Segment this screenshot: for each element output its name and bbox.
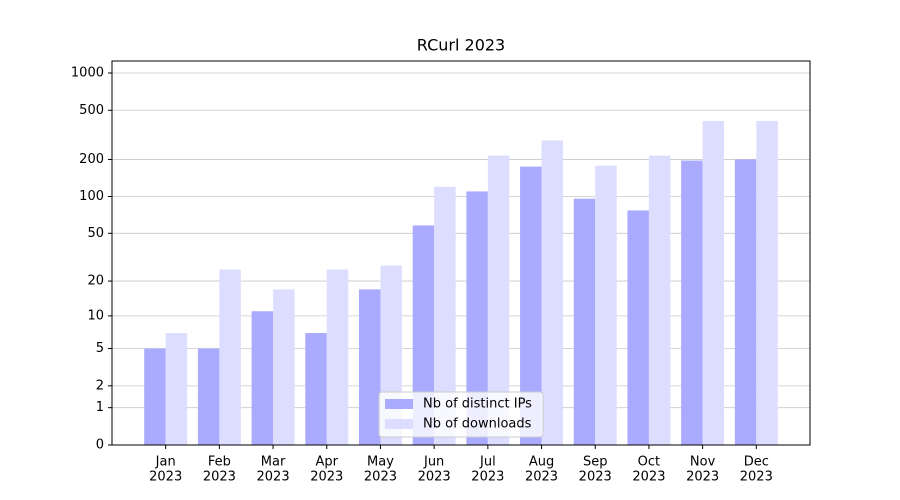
bar (520, 166, 542, 446)
x-tick-label: Jul (479, 455, 496, 470)
x-tick-label: Nov (690, 455, 716, 470)
bar (412, 225, 435, 445)
bar (541, 140, 564, 445)
bar (305, 333, 327, 445)
bar (358, 289, 381, 445)
bar (734, 159, 757, 445)
x-tick-label: Sep (583, 455, 608, 470)
legend-label: Nb of distinct IPs (423, 397, 532, 412)
bar (466, 191, 488, 445)
plot-frame (111, 60, 811, 446)
x-tick-label: Aug (529, 455, 554, 470)
legend-box (378, 391, 544, 438)
x-tick-label: 2023 (203, 470, 236, 485)
x-tick-label: 2023 (632, 470, 665, 485)
x-tick-label: Oct (638, 455, 660, 470)
x-tick-label: Dec (744, 455, 769, 470)
x-tick-label: Jan (155, 455, 176, 470)
y-tick-label: 1 (96, 400, 104, 415)
bar (595, 165, 617, 445)
y-tick-label: 2 (96, 378, 104, 393)
x-tick-label: Mar (261, 455, 286, 470)
chart-title: RCurl 2023 (417, 36, 505, 55)
legend-swatch (385, 399, 413, 409)
bar (434, 186, 456, 445)
bar (197, 348, 220, 445)
y-tick-label: 20 (87, 274, 104, 289)
bar (702, 120, 725, 445)
y-tick-label: 100 (79, 189, 104, 204)
bar (326, 269, 349, 445)
y-tick-label: 0 (96, 438, 104, 453)
x-tick-label: 2023 (686, 470, 719, 485)
bar (251, 311, 274, 445)
x-tick-label: May (367, 455, 394, 470)
bar (681, 160, 703, 445)
y-tick-label: 50 (87, 226, 104, 241)
x-tick-label: Jun (423, 455, 444, 470)
x-tick-label: 2023 (257, 470, 290, 485)
x-tick-label: 2023 (579, 470, 612, 485)
bar (756, 120, 778, 445)
x-tick-label: 2023 (310, 470, 343, 485)
x-tick-label: 2023 (149, 470, 182, 485)
x-tick-label: Feb (208, 455, 231, 470)
bar (144, 348, 166, 445)
y-tick-label: 500 (79, 103, 104, 118)
y-tick-label: 1000 (71, 66, 104, 81)
legend-label: Nb of downloads (423, 417, 532, 432)
bar (219, 269, 241, 445)
y-tick-label: 5 (96, 341, 104, 356)
bar (273, 289, 295, 445)
y-tick-label: 200 (79, 152, 104, 167)
bar (627, 210, 649, 445)
x-tick-label: Apr (316, 455, 339, 470)
bar (648, 155, 671, 446)
y-tick-label: 10 (87, 308, 104, 323)
x-tick-label: 2023 (364, 470, 397, 485)
x-tick-label: 2023 (525, 470, 558, 485)
bar (487, 155, 510, 446)
x-tick-label: 2023 (418, 470, 451, 485)
bar (573, 198, 596, 445)
x-tick-label: 2023 (740, 470, 773, 485)
x-tick-label: 2023 (471, 470, 504, 485)
bar (165, 333, 188, 445)
legend-swatch (385, 419, 413, 429)
